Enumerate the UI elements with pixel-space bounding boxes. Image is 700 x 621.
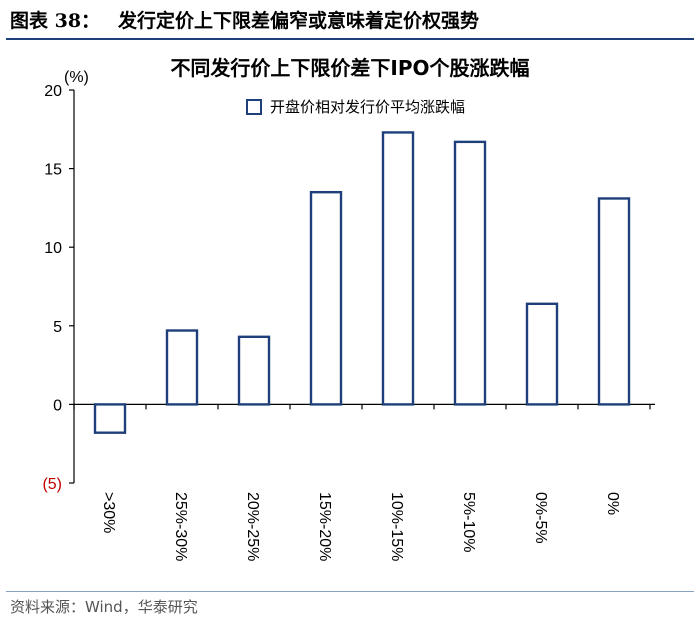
legend-label: 开盘价相对发行价平均涨跌幅 <box>270 98 466 116</box>
figure-title: 发行定价上下限差偏窄或意味着定价权强势 <box>118 10 480 32</box>
figure-label: 图表 38： <box>10 10 101 32</box>
y-tick-label: (5) <box>42 476 62 493</box>
bar-3 <box>309 190 343 406</box>
x-tick-label: >30% <box>100 492 117 533</box>
bar-4 <box>381 131 415 406</box>
y-tick-label: 20 <box>44 83 62 100</box>
y-unit-label: (%) <box>64 69 89 86</box>
chart-legend: 开盘价相对发行价平均涨跌幅 <box>246 96 465 117</box>
y-tick-label: 10 <box>44 240 62 257</box>
x-tick-label: 20%-25% <box>244 492 261 561</box>
bar-6 <box>525 302 559 406</box>
y-tick-label: 15 <box>44 162 62 179</box>
x-tick-label: 15%-20% <box>316 492 333 561</box>
bar-7 <box>597 197 631 406</box>
x-tick-label: 0% <box>604 492 621 515</box>
header-divider <box>6 38 694 40</box>
bar-2 <box>237 335 271 406</box>
x-tick-label: 0%-5% <box>532 492 549 544</box>
x-tick-label: 10%-15% <box>388 492 405 561</box>
bar-5 <box>453 140 487 406</box>
y-tick-label: 0 <box>53 397 62 414</box>
legend-swatch <box>246 98 262 115</box>
source-note: 资料来源：Wind，华泰研究 <box>10 598 198 616</box>
footer-divider <box>6 591 694 592</box>
figure-header: 图表 38： 发行定价上下限差偏窄或意味着定价权强势 <box>0 0 700 40</box>
chart-title: 不同发行价上下限价差下IPO个股涨跌幅 <box>170 56 530 80</box>
bar-0 <box>93 403 127 434</box>
x-tick-label: 5%-10% <box>460 492 477 552</box>
bar-1 <box>165 329 199 406</box>
y-tick-label: 5 <box>53 319 62 336</box>
x-tick-label: 25%-30% <box>172 492 189 561</box>
